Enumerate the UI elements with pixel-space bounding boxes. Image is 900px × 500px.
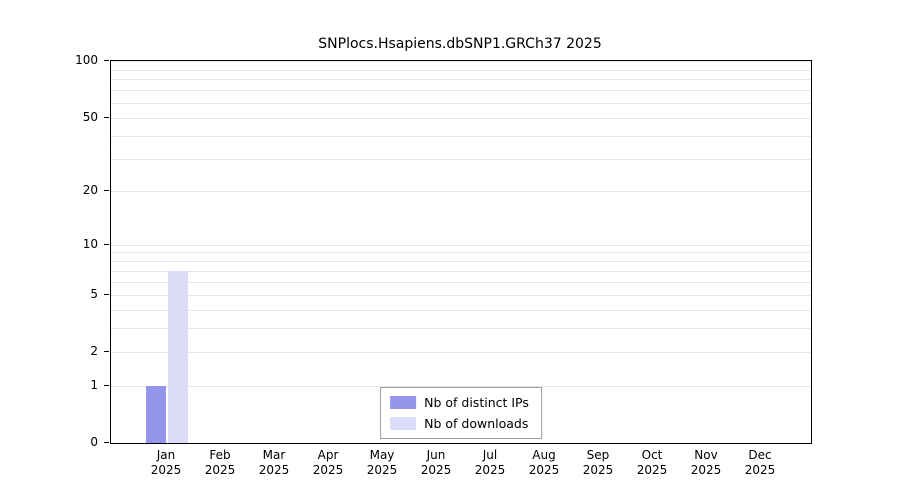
gridline (111, 309, 811, 311)
legend: Nb of distinct IPs Nb of downloads (380, 387, 542, 439)
chart-title: SNPlocs.Hsapiens.dbSNP1.GRCh37 2025 (318, 36, 602, 52)
y-tick-label: 10 (82, 236, 98, 251)
x-tick-label: May 2025 (366, 448, 398, 477)
x-tick-label: Jan 2025 (150, 448, 182, 477)
bar-nb-of-downloads (168, 270, 188, 443)
legend-swatch (390, 417, 417, 430)
y-tick-label: 5 (90, 286, 98, 301)
y-tick-label: 100 (75, 53, 98, 67)
y-tick-mark (104, 60, 109, 61)
gridline (111, 294, 811, 296)
gridline (111, 385, 811, 387)
x-tick-label: Jul 2025 (474, 448, 506, 477)
x-tick-label: Feb 2025 (204, 448, 236, 477)
gridline (111, 328, 811, 330)
gridline (111, 158, 811, 160)
gridline (111, 117, 811, 119)
x-tick-label: Aug 2025 (528, 448, 560, 477)
x-tick-label: Apr 2025 (312, 448, 344, 477)
gridline (111, 244, 811, 246)
legend-entry: Nb of distinct IPs (390, 395, 529, 410)
x-tick-label: Jun 2025 (420, 448, 452, 477)
gridline (111, 270, 811, 272)
x-tick-label: Sep 2025 (582, 448, 614, 477)
x-tick-label: Oct 2025 (636, 448, 668, 477)
legend-label: Nb of distinct IPs (424, 395, 529, 410)
y-tick-mark (104, 351, 109, 353)
gridline (111, 191, 811, 192)
gridline (111, 261, 811, 263)
bar-nb-of-distinct-ips (146, 385, 166, 443)
gridline (111, 90, 811, 92)
x-tick-label: Nov 2025 (690, 448, 722, 477)
legend-swatch (390, 396, 417, 409)
y-tick-mark (104, 442, 109, 443)
x-tick-label: Dec 2025 (744, 448, 776, 477)
y-tick-label: 20 (82, 183, 98, 197)
y-tick-mark (104, 190, 109, 191)
gridline (111, 135, 811, 137)
y-tick-label: 1 (90, 377, 98, 392)
y-tick-mark (104, 293, 109, 295)
y-tick-mark (104, 384, 109, 386)
plot-area: Nb of distinct IPs Nb of downloads (110, 60, 812, 444)
gridline (111, 281, 811, 283)
gridline (111, 69, 811, 71)
x-tick-label: Mar 2025 (258, 448, 290, 477)
legend-entry: Nb of downloads (390, 416, 529, 431)
gridline (111, 252, 811, 254)
legend-label: Nb of downloads (424, 416, 529, 431)
gridline (111, 61, 811, 62)
gridline (111, 102, 811, 104)
y-tick-label: 0 (90, 435, 98, 449)
gridline (111, 79, 811, 81)
y-tick-label: 50 (82, 109, 98, 124)
y-tick-mark (104, 116, 109, 118)
y-tick-mark (104, 243, 109, 245)
y-tick-label: 2 (90, 344, 98, 359)
gridline (111, 352, 811, 354)
